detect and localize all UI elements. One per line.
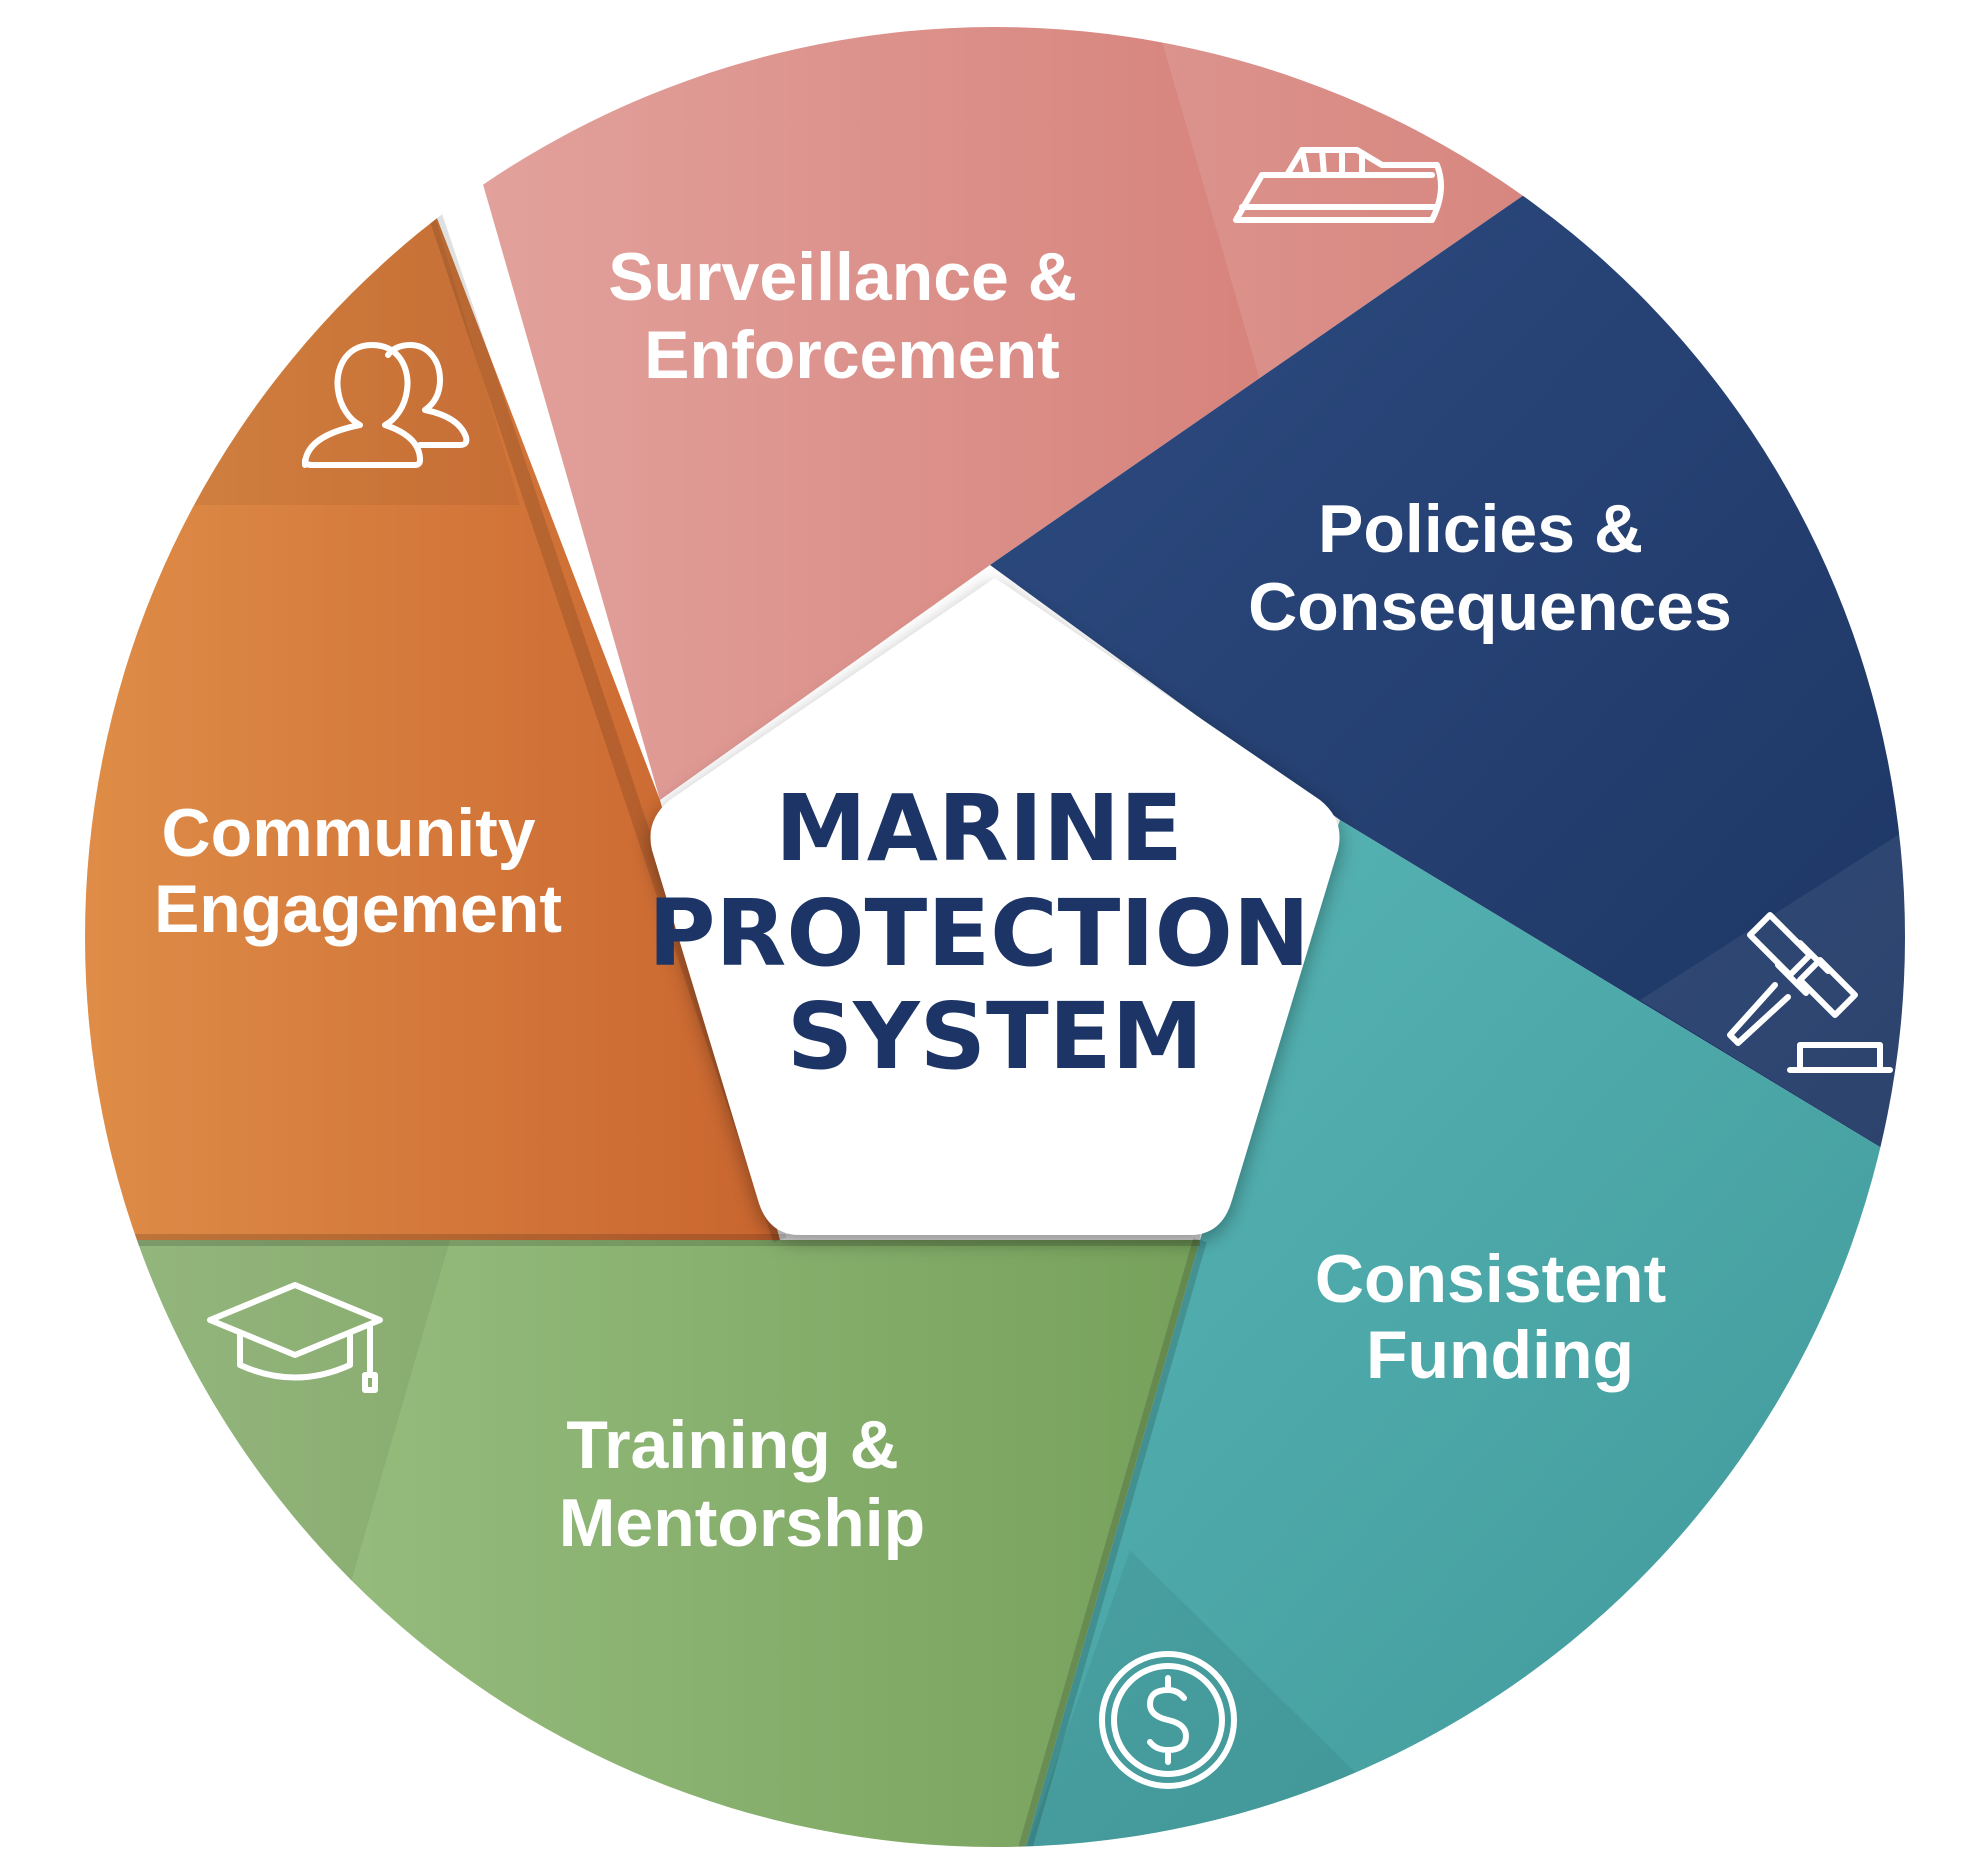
segment-surveillance [430, 27, 1560, 800]
gavel-icon [1727, 912, 1893, 1073]
dollar-coin-icon [1099, 1651, 1237, 1789]
center-title-line-3: SYSTEM [787, 983, 1203, 1090]
label-training: Training & Mentorship [559, 1407, 925, 1561]
label-surveillance: Surveillance & Enforcement [608, 239, 1096, 393]
label-community: Community Engagement [154, 795, 562, 947]
center-title-line-1: MARINE [775, 775, 1183, 882]
segment-policies [990, 170, 1905, 1210]
center-title-line-2: PROTECTION [648, 880, 1310, 987]
center-title: MARINE PROTECTION SYSTEM [648, 775, 1342, 1090]
people-icon [302, 342, 470, 468]
label-funding: Consistent Funding [1315, 1241, 1685, 1393]
label-policies: Policies & Consequences [1248, 491, 1732, 645]
center-pentagon [650, 578, 1340, 1235]
boat-icon [1233, 147, 1444, 223]
graduation-cap-icon [207, 1282, 383, 1393]
